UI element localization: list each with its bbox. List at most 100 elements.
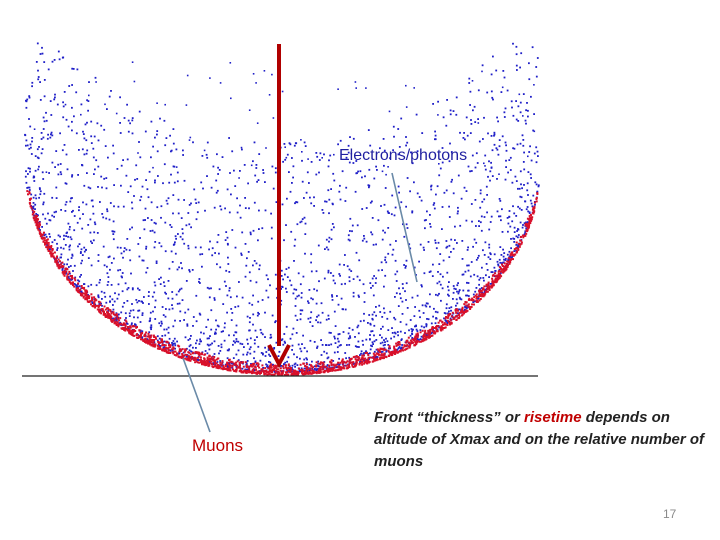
particle-dot [149,336,152,339]
particle-dot [169,352,172,354]
particle-dot [490,166,493,169]
particle-dot [253,201,256,204]
particle-dot [479,293,482,296]
particle-dot [383,354,385,357]
particle-dot [188,356,191,359]
particle-dot [216,153,218,156]
particle-dot [437,100,439,103]
particle-dot [449,318,452,321]
particle-dot [257,179,260,181]
particle-dot [51,60,54,63]
particle-dot [50,246,53,249]
particle-dot [398,146,401,148]
particle-dot [254,361,257,364]
particle-dot [488,243,491,246]
particle-dot [307,302,310,304]
particle-dot [529,173,532,176]
particle-dot [486,91,489,94]
particle-dot [384,355,387,358]
particle-dot [285,291,288,293]
particle-dot [255,371,258,374]
particle-dot [93,296,96,299]
particle-dot [340,297,343,300]
particle-dot [171,342,173,344]
particle-dot [248,369,251,372]
particle-dot [342,366,344,369]
particle-dot [116,321,119,324]
particle-dot [334,364,337,367]
particle-dot [253,141,256,144]
particle-dot [187,358,190,361]
particle-dot [88,297,90,300]
particle-dot [172,194,175,196]
particle-dot [191,269,194,271]
particle-dot [370,344,372,347]
particle-dot [527,155,529,158]
particle-dot [413,315,416,317]
particle-dot [125,248,128,251]
particle-dot [521,187,523,190]
particle-dot [244,275,247,278]
particle-dot [253,371,256,374]
particle-dot [438,174,441,177]
particle-dot [201,155,204,157]
particle-dot [62,273,65,276]
particle-dot [488,285,491,288]
particle-dot [268,361,270,363]
particle-dot [125,174,128,177]
particle-dot [304,222,307,225]
particle-dot [264,367,267,370]
particle-dot [439,273,442,276]
particle-dot [320,361,322,364]
particle-dot [333,153,335,156]
particle-dot [152,345,155,348]
particle-dot [522,224,524,226]
particle-dot [443,317,445,320]
particle-dot [252,294,254,297]
particle-dot [157,347,160,350]
particle-dot [119,122,121,124]
particle-dot [515,64,518,67]
particle-dot [90,199,93,202]
particle-dot [379,357,382,360]
particle-dot [264,346,266,349]
particle-dot [354,336,356,338]
particle-dot [423,331,426,334]
particle-dot [339,198,342,201]
particle-dot [357,332,360,335]
particle-dot [384,341,386,343]
particle-dot [117,313,120,316]
particle-dot [198,278,201,280]
particle-dot [533,84,535,86]
particle-dot [313,196,315,199]
particle-dot [509,169,512,171]
particle-dot [300,350,303,353]
particle-dot [305,363,308,366]
particle-dot [153,231,156,234]
particle-dot [464,306,466,309]
particle-dot [532,207,535,209]
particle-dot [195,218,198,221]
particle-dot [230,360,233,363]
particle-dot [42,203,45,206]
particle-dot [56,263,59,266]
particle-dot [256,372,259,375]
particle-dot [150,334,153,337]
particle-dot [382,229,384,232]
particle-dot [457,309,459,312]
particle-dot [86,294,89,297]
particle-dot [101,213,104,215]
particle-dot [371,318,374,321]
particle-dot [80,285,83,287]
particle-dot [67,277,70,279]
particle-dot [313,205,315,207]
particle-dot [198,352,201,355]
particle-dot [108,95,111,98]
particle-dot [124,323,127,326]
particle-dot [65,118,68,121]
particle-dot [406,227,409,229]
particle-dot [228,334,230,337]
particle-dot [172,340,175,342]
particle-dot [133,316,135,319]
particle-dot [359,320,362,323]
